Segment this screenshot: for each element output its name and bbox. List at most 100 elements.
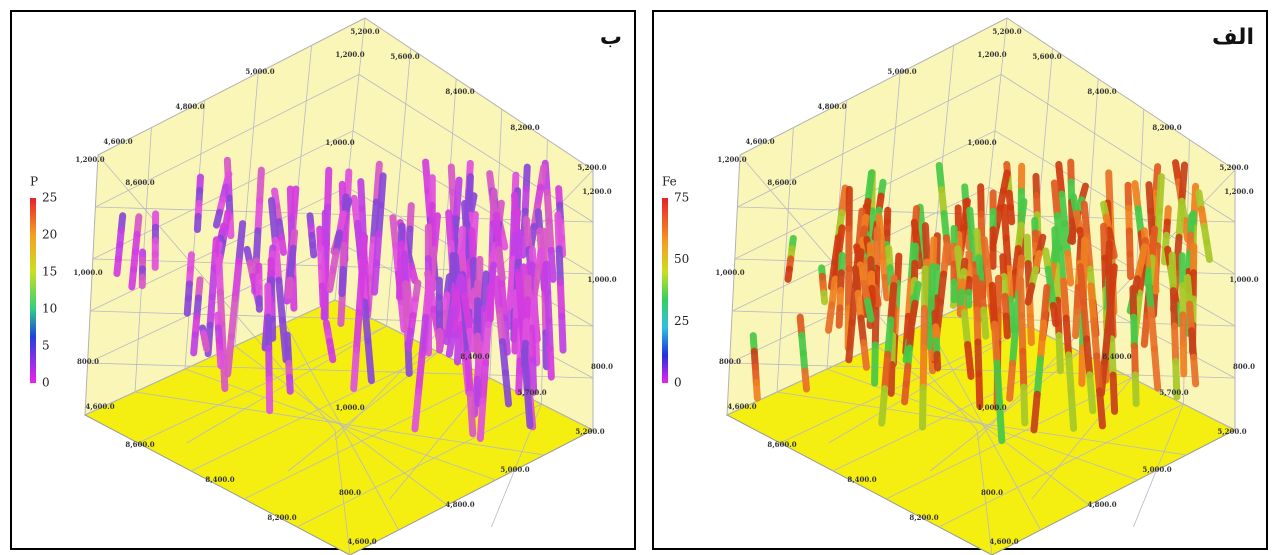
drillhole: [835, 304, 844, 329]
drillhole: [231, 257, 243, 303]
drillhole: [1072, 308, 1081, 340]
drillhole: [977, 210, 986, 245]
colorbar-tick-label: 0: [674, 376, 682, 390]
drillhole: [418, 313, 430, 358]
drillhole: [377, 172, 387, 209]
colorbar-tick-label: 15: [42, 265, 57, 279]
drillhole: [1060, 277, 1070, 322]
axis-label: 1,000.0: [335, 403, 364, 412]
drillhole: [801, 367, 810, 393]
drillhole: [339, 241, 348, 273]
drillhole: [476, 397, 487, 442]
drillhole: [479, 270, 490, 313]
drillhole: [991, 320, 1001, 367]
drillhole: [364, 337, 375, 385]
drillhole: [326, 267, 337, 293]
drillhole: [881, 274, 891, 302]
drillhole: [838, 184, 849, 217]
drillhole: [453, 325, 463, 366]
grid-line: [938, 403, 1184, 528]
grid-line: [296, 403, 542, 528]
axis-label: 800.0: [719, 357, 741, 366]
panel: 5,200.0 1,200.0 5,600.0 5,000.0 8,400.0 4,800…: [652, 10, 1268, 555]
drillhole: [975, 370, 984, 410]
drillhole: [1171, 322, 1180, 365]
grid-line: [284, 322, 399, 531]
drillhole: [1049, 301, 1060, 328]
drillhole: [1140, 312, 1151, 348]
drillhole: [277, 233, 287, 256]
drillhole: [358, 233, 369, 279]
drillhole: [1002, 312, 1011, 340]
drillhole: [1011, 245, 1022, 276]
drillhole: [370, 198, 380, 244]
drillhole: [1049, 238, 1061, 270]
drillhole: [389, 214, 400, 250]
axis-label: 1,000.0: [977, 403, 1006, 412]
axis-label: 1,000.0: [715, 268, 744, 277]
drillhole: [1023, 233, 1032, 267]
drillhole: [1056, 244, 1067, 285]
drillhole: [411, 388, 423, 433]
drillhole: [501, 369, 513, 408]
drillhole: [113, 255, 122, 278]
drillhole: [1040, 283, 1051, 327]
axis-label: 4,600.0: [103, 137, 132, 146]
drillhole: [1087, 282, 1098, 325]
drillhole: [926, 289, 936, 324]
drillhole: [522, 296, 531, 326]
axis-label: 1,200.0: [582, 187, 611, 196]
drillhole: [1100, 222, 1109, 262]
axis-label: 4,600.0: [347, 537, 376, 546]
drillhole: [863, 297, 875, 323]
colorbar-tick-label: 0: [42, 376, 50, 390]
colorbar-title: P: [30, 175, 38, 189]
axis-label: 8,600.0: [767, 440, 796, 449]
axis-label: 4,600.0: [989, 537, 1018, 546]
axis-label: 8,200.0: [510, 123, 539, 132]
drillhole: [443, 321, 454, 346]
axis-label: 4,600.0: [85, 402, 114, 411]
drillhole: [831, 249, 843, 283]
axis-label: 1,000.0: [1229, 275, 1258, 284]
drillhole: [1130, 313, 1139, 350]
drillhole: [523, 274, 532, 304]
drillhole: [1033, 355, 1044, 398]
axis-label: 4,800.0: [175, 102, 204, 111]
drillhole: [1155, 173, 1165, 215]
drillhole: [857, 314, 868, 347]
axis-label: 1,200.0: [335, 50, 364, 59]
drillhole: [1073, 283, 1082, 316]
drillhole: [309, 241, 318, 259]
drillhole: [980, 306, 990, 340]
drillhole: [546, 345, 555, 381]
drillhole: [1172, 357, 1181, 401]
drillhole: [468, 227, 477, 265]
axis-label: 4,800.0: [817, 102, 846, 111]
drillhole: [495, 306, 506, 345]
drillhole: [1186, 300, 1196, 335]
drillhole: [1058, 190, 1069, 228]
drillhole: [285, 373, 294, 395]
drillhole: [1104, 294, 1115, 334]
drillhole: [327, 347, 337, 364]
edge: [976, 429, 993, 555]
drillhole: [1086, 371, 1097, 415]
axis-label: 8,400.0: [205, 475, 234, 484]
axis-label: 5,200.0: [577, 163, 606, 172]
drillhole: [1055, 331, 1064, 375]
drillhole: [357, 178, 366, 212]
drillhole: [457, 225, 467, 266]
drillhole: [960, 197, 971, 231]
drillhole: [1076, 263, 1088, 307]
drillhole: [373, 230, 383, 267]
drillhole: [492, 211, 503, 253]
drillhole: [558, 312, 567, 354]
drillhole: [1144, 266, 1155, 313]
drillhole: [479, 359, 490, 405]
drillhole: [512, 208, 522, 239]
axis-label: 1,200.0: [1224, 187, 1253, 196]
drillhole: [555, 245, 564, 287]
drillhole: [338, 265, 347, 298]
